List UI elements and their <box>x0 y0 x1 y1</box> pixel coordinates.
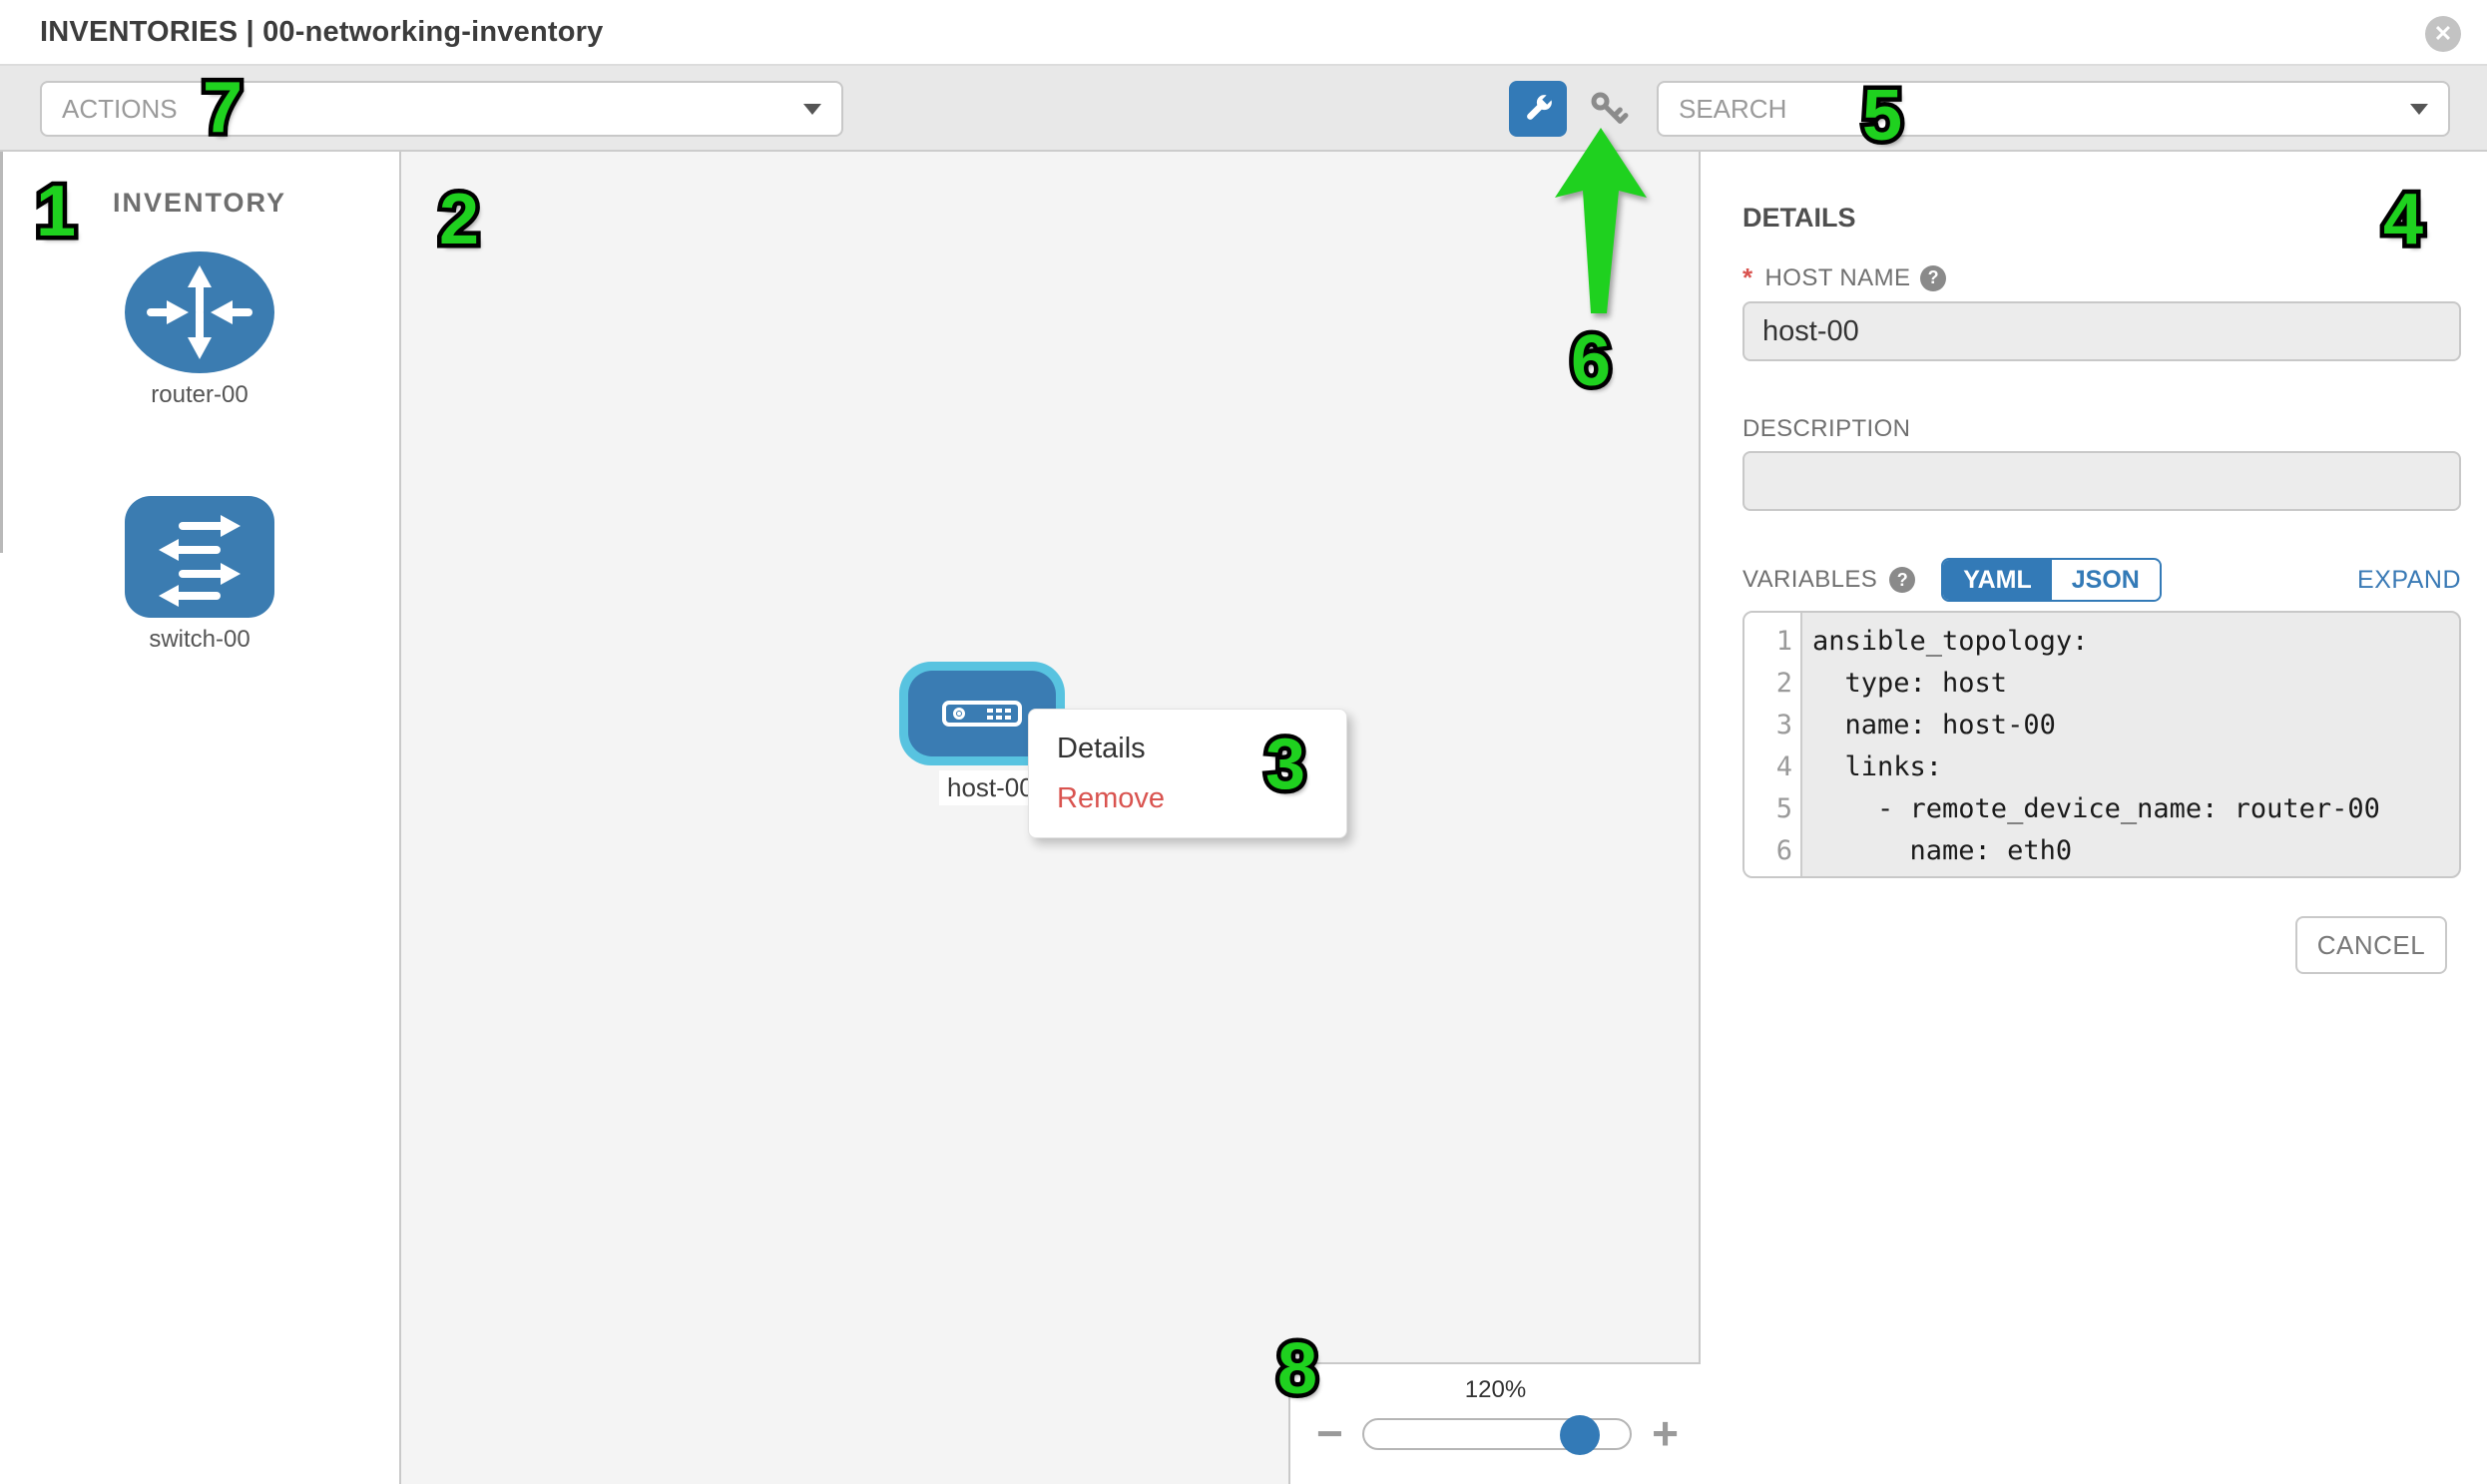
code-line: - remote_device_name: router-00 <box>1812 793 2380 824</box>
line-number: 4 <box>1775 751 1792 782</box>
tools-button[interactable] <box>1509 81 1567 137</box>
zoom-out-button[interactable]: − <box>1316 1407 1343 1459</box>
code-line: remote_interface_name: eth0 <box>1812 872 2459 876</box>
key-icon <box>1591 92 1629 124</box>
details-panel: DETAILS * HOST NAME ? DESCRIPTION VARIAB… <box>1703 152 2487 1484</box>
context-menu-item-details[interactable]: Details <box>1057 732 1146 764</box>
line-number: 6 <box>1775 835 1792 866</box>
expand-link[interactable]: EXPAND <box>2357 565 2461 594</box>
host-name-label-row: * HOST NAME ? <box>1742 262 1947 293</box>
wrench-icon <box>1527 93 1554 120</box>
node-context-menu: Details Remove <box>1028 709 1347 838</box>
variables-code-editor[interactable]: 1 2 3 4 5 6 7 ansible_topology: type: ho… <box>1742 611 2461 878</box>
server-led-dot <box>953 708 965 720</box>
page-header: INVENTORIES | 00-networking-inventory ✕ <box>0 0 2487 66</box>
tab-json[interactable]: JSON <box>2051 560 2160 600</box>
chevron-down-icon <box>2410 103 2428 115</box>
palette-item-label: router-00 <box>151 381 249 408</box>
router-icon <box>125 251 274 373</box>
host-node-label: host-00 <box>939 770 1042 805</box>
search-dropdown-label: SEARCH <box>1679 93 1787 124</box>
sidebar-title: INVENTORY <box>112 188 287 218</box>
line-number: 1 <box>1775 626 1792 657</box>
server-icon <box>942 701 1022 727</box>
variables-header-row: VARIABLES ? YAML JSON EXPAND <box>1742 557 2461 603</box>
toolbar: ACTIONS SEARC <box>0 66 2487 152</box>
host-name-input[interactable] <box>1742 301 2461 361</box>
variables-label: VARIABLES <box>1742 566 1878 593</box>
tab-yaml[interactable]: YAML <box>1943 560 2052 600</box>
line-number: 7 <box>1744 872 1800 876</box>
code-line: name: host-00 <box>1812 710 2056 741</box>
zoom-slider-thumb[interactable] <box>1560 1415 1600 1455</box>
code-line: links: <box>1812 751 1943 782</box>
inventory-sidebar: INVENTORY router-00 <box>0 152 401 1484</box>
host-name-label: HOST NAME <box>1764 263 1911 291</box>
actions-dropdown[interactable]: ACTIONS <box>40 81 843 137</box>
close-icon[interactable]: ✕ <box>2425 16 2461 52</box>
line-number: 3 <box>1775 710 1792 741</box>
variables-format-toggle: YAML JSON <box>1941 558 2162 602</box>
description-label: DESCRIPTION <box>1742 415 1911 442</box>
code-line: type: host <box>1812 668 2008 699</box>
details-panel-title: DETAILS <box>1742 203 1856 233</box>
code-body[interactable]: ansible_topology: type: host name: host-… <box>1802 613 2459 876</box>
code-line: ansible_topology: <box>1812 626 2089 657</box>
line-number: 2 <box>1775 668 1792 699</box>
server-ports-dots <box>987 708 1011 720</box>
switch-icon <box>125 496 274 618</box>
context-menu-item-remove[interactable]: Remove <box>1057 781 1165 814</box>
chevron-down-icon <box>803 103 821 115</box>
code-gutter: 1 2 3 4 5 6 7 <box>1744 613 1802 876</box>
palette-item-label: switch-00 <box>149 626 250 653</box>
key-button[interactable] <box>1585 86 1633 134</box>
search-dropdown[interactable]: SEARCH <box>1657 81 2450 137</box>
description-input[interactable] <box>1742 451 2461 511</box>
zoom-widget: 120% − + <box>1288 1362 1701 1484</box>
page-title: INVENTORIES | 00-networking-inventory <box>40 15 604 48</box>
help-icon[interactable]: ? <box>1920 264 1947 291</box>
zoom-in-button[interactable]: + <box>1652 1407 1679 1459</box>
line-number: 5 <box>1775 793 1792 824</box>
cancel-button[interactable]: CANCEL <box>2295 916 2447 974</box>
zoom-level-value: 120% <box>1464 1376 1527 1403</box>
help-icon[interactable]: ? <box>1889 567 1916 593</box>
required-asterisk: * <box>1742 262 1753 292</box>
palette-item-switch[interactable]: switch-00 <box>125 496 274 654</box>
palette-item-router[interactable]: router-00 <box>125 251 274 409</box>
topology-canvas[interactable]: host-00 Details Remove 120% − + <box>401 152 1701 1484</box>
zoom-slider-track[interactable] <box>1362 1415 1632 1455</box>
code-line: name: eth0 <box>1812 835 2073 866</box>
sidebar-scroll-rail <box>0 152 3 553</box>
actions-dropdown-label: ACTIONS <box>62 93 178 124</box>
